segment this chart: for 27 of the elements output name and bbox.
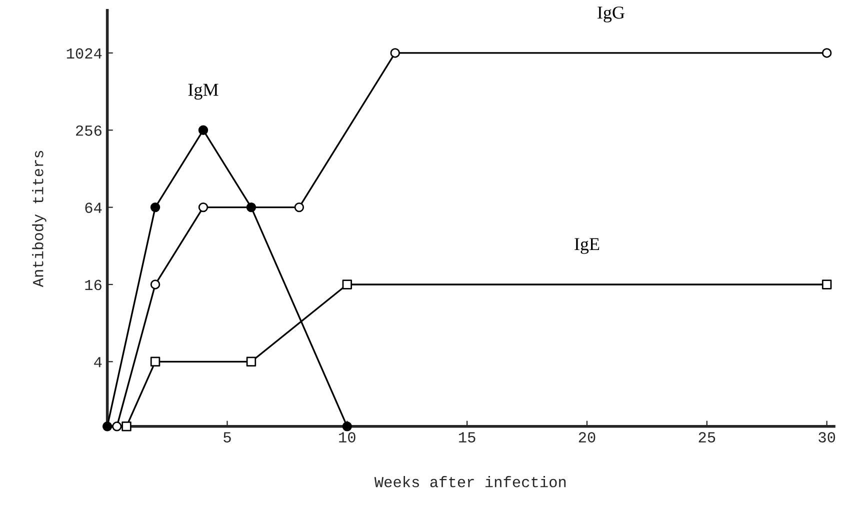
x-tick-label: 25 (698, 432, 716, 442)
point (150, 280, 160, 290)
y-tick-label: 16 (85, 280, 102, 290)
x-tick-label: 15 (459, 432, 476, 442)
point (150, 356, 160, 367)
x-tick-label: 30 (818, 432, 836, 442)
point (342, 280, 352, 290)
y-tick-label: 4 (94, 357, 102, 368)
point (294, 202, 304, 212)
x-tick-label: 10 (339, 432, 356, 442)
x-tick-label: 20 (578, 432, 596, 442)
point (122, 422, 132, 432)
series-label: IgM (188, 84, 218, 100)
point (822, 280, 832, 290)
y-axis-title: Antibody titers (32, 150, 46, 288)
point (246, 356, 256, 367)
point (198, 202, 208, 212)
point (822, 48, 832, 58)
point (390, 48, 400, 58)
y-tick-label: 256 (76, 125, 102, 136)
y-tick-label: 64 (85, 202, 102, 213)
point (112, 422, 122, 432)
y-tick-label: 1024 (66, 48, 102, 59)
x-tick-label: 5 (224, 432, 231, 442)
x-axis-title: Weeks after infection (374, 476, 566, 488)
series-label: IgG (598, 6, 624, 22)
series-label: IgE (574, 238, 600, 254)
